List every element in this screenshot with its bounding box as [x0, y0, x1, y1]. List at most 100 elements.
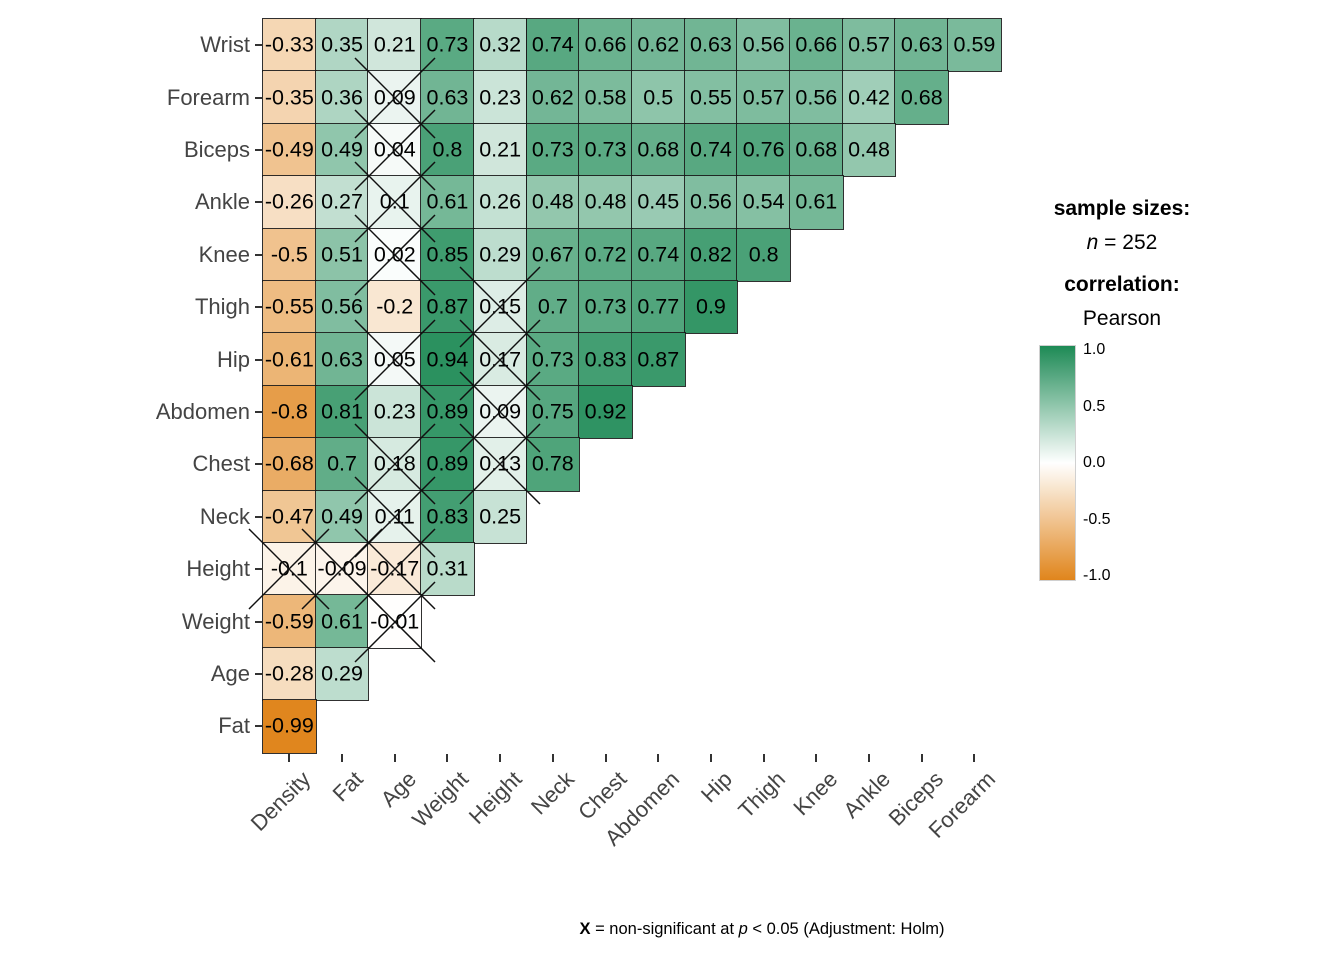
heatmap-cell — [262, 699, 317, 754]
x-axis-tick — [920, 753, 923, 762]
correlation-value-label: -0.09 — [317, 556, 367, 581]
x-axis-label-hip: Hip — [695, 765, 737, 807]
heatmap-cell — [262, 646, 317, 702]
heatmap-cell — [630, 332, 686, 387]
colorbar-tick-label: 0.5 — [1083, 397, 1106, 415]
x-axis-label-fat: Fat — [327, 765, 369, 807]
correlation-value-label: 0.36 — [321, 84, 363, 109]
correlation-value-label: 0.17 — [479, 346, 522, 371]
heatmap-cell — [578, 384, 633, 440]
correlation-value-label: -0.5 — [270, 242, 308, 267]
x-axis-tick — [393, 753, 396, 762]
heatmap-cell — [578, 70, 633, 125]
y-axis-label-fat: Fat — [218, 713, 250, 739]
correlation-value-label: -0.1 — [270, 556, 308, 581]
y-axis-label-weight: Weight — [181, 608, 250, 634]
heatmap-cell — [262, 227, 317, 282]
correlation-value-label: 0.76 — [742, 137, 785, 162]
correlation-value-label: 0.82 — [690, 242, 732, 267]
heatmap-cell — [630, 70, 686, 125]
x-axis-label-density: Density — [245, 765, 316, 836]
correlation-value-label: 0.73 — [531, 137, 574, 162]
heatmap-cell — [262, 70, 317, 125]
correlation-value-label: 0.8 — [748, 242, 779, 267]
correlation-value-label: 0.48 — [848, 137, 890, 162]
correlation-value-label: 0.89 — [426, 399, 469, 424]
y-axis-label-forearm: Forearm — [166, 84, 250, 110]
heatmap-cell — [683, 122, 739, 178]
correlation-value-label: 0.23 — [373, 399, 416, 424]
colorbar-tick-label: 1.0 — [1083, 341, 1106, 358]
correlation-value-label: 0.29 — [321, 661, 363, 686]
y-axis-tick — [255, 673, 263, 675]
correlation-value-label: 0.83 — [426, 504, 469, 529]
correlation-value-label: 0.21 — [479, 137, 522, 162]
correlation-value-label: 0.87 — [637, 346, 680, 371]
y-axis-label-age: Age — [210, 661, 250, 686]
legend-sample-size-value: n = 252 — [1086, 231, 1158, 254]
heatmap-cell — [630, 279, 686, 335]
correlation-value-label: 0.63 — [690, 32, 732, 57]
x-axis-tick — [604, 753, 607, 762]
correlation-value-label: 0.77 — [637, 294, 680, 319]
correlation-value-label: 0.72 — [584, 242, 627, 267]
correlation-value-label: 0.49 — [321, 137, 363, 162]
correlation-value-label: 0.48 — [584, 189, 627, 214]
heatmap-cell — [578, 227, 633, 282]
y-axis-tick — [255, 463, 263, 466]
correlation-value-label: 0.63 — [900, 32, 943, 57]
y-axis-tick — [255, 306, 263, 309]
correlation-value-label: 0.61 — [426, 189, 469, 214]
colorbar-tick-label: -1.0 — [1083, 567, 1111, 584]
correlation-value-label: -0.55 — [264, 294, 314, 319]
legend-sample-sizes-title: sample sizes: — [1053, 197, 1191, 220]
correlation-value-label: -0.01 — [370, 608, 420, 633]
heatmap-cell — [789, 17, 844, 73]
correlation-value-label: 0.73 — [584, 137, 627, 162]
heatmap-cell — [472, 70, 528, 125]
y-axis-tick — [255, 515, 263, 518]
heatmap-cell — [262, 122, 317, 178]
correlation-value-label: 0.27 — [321, 189, 363, 214]
correlation-value-label: -0.49 — [264, 137, 314, 162]
x-axis-label-age: Age — [375, 765, 421, 812]
y-axis-tick — [255, 149, 263, 151]
heatmap-cell — [683, 70, 739, 125]
y-axis-label-knee: Knee — [198, 241, 250, 267]
correlation-value-label: 0.68 — [637, 137, 680, 162]
correlation-value-label: 0.54 — [742, 189, 785, 214]
correlation-value-label: 0.73 — [426, 32, 469, 57]
heatmap-cell — [262, 437, 317, 492]
correlation-value-label: 0.05 — [373, 346, 416, 371]
heatmap-cell — [578, 332, 633, 387]
correlation-value-label: 0.68 — [795, 137, 838, 162]
heatmap-cell — [262, 17, 317, 73]
x-axis-tick — [709, 753, 712, 762]
correlation-value-label: 0.56 — [690, 189, 732, 214]
correlation-value-label: 0.57 — [848, 32, 890, 57]
correlation-value-label: 0.13 — [479, 451, 522, 476]
correlation-value-label: 0.74 — [531, 32, 574, 57]
correlation-value-label: 0.73 — [584, 294, 627, 319]
correlation-value-label: 0.73 — [531, 346, 574, 371]
correlation-value-label: 0.51 — [321, 242, 363, 267]
heatmap-cell — [262, 175, 317, 230]
correlation-value-label: 0.09 — [479, 399, 522, 424]
correlation-value-label: 0.66 — [795, 32, 838, 57]
correlation-value-label: -0.17 — [370, 556, 420, 581]
x-axis-tick — [551, 753, 554, 762]
correlation-value-label: 0.55 — [690, 84, 732, 109]
correlation-value-label: -0.2 — [376, 294, 414, 319]
x-axis-tick — [815, 753, 818, 762]
y-axis-label-neck: Neck — [199, 503, 250, 529]
correlation-value-label: 0.04 — [373, 137, 416, 162]
correlation-value-label: 0.29 — [479, 242, 522, 267]
caption: X = non-significant at p < 0.05 (Adjustm… — [579, 920, 945, 938]
heatmap-cell — [789, 122, 844, 178]
correlation-value-label: -0.35 — [264, 84, 314, 109]
correlation-value-label: 0.63 — [426, 84, 469, 109]
correlation-value-label: 0.56 — [795, 84, 838, 109]
heatmap-cell — [789, 175, 844, 230]
heatmap-cell — [472, 17, 528, 73]
